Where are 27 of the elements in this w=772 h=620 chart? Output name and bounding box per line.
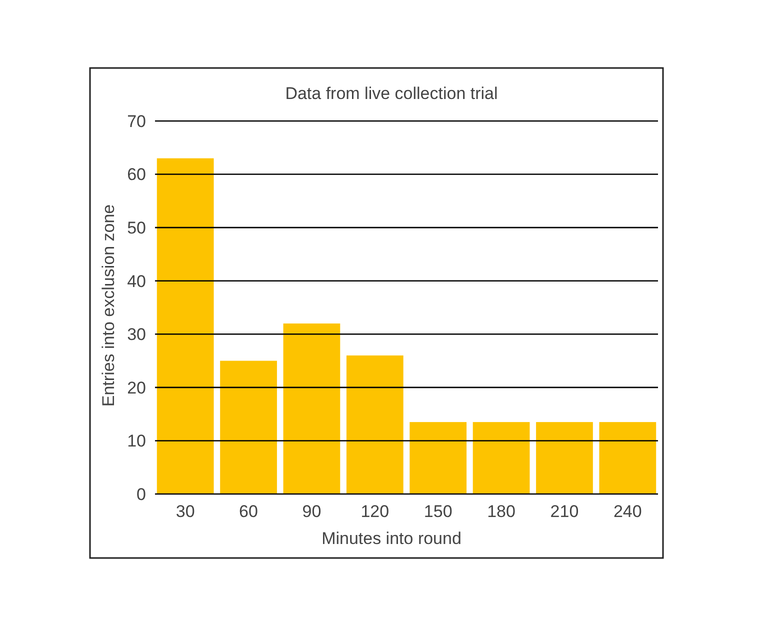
y-tick-label: 40 <box>127 272 146 291</box>
chart-title: Data from live collection trial <box>285 84 498 103</box>
x-tick-label: 120 <box>360 502 390 521</box>
y-axis-title: Entries into exclusion zone <box>99 204 118 407</box>
y-tick-label: 20 <box>127 378 146 398</box>
y-tick-label: 10 <box>127 432 146 451</box>
bar <box>472 422 530 494</box>
x-axis-title: Minutes into round <box>322 529 462 548</box>
y-tick-label: 0 <box>136 484 146 504</box>
y-tick-label: 50 <box>127 218 146 238</box>
x-tick-label: 60 <box>239 502 258 521</box>
x-tick-label: 210 <box>550 502 579 521</box>
bar <box>536 422 593 494</box>
x-tick-label: 90 <box>302 502 322 521</box>
y-tick-label: 60 <box>127 165 146 184</box>
x-tick-label: 30 <box>176 502 195 521</box>
y-tick-label: 70 <box>127 112 146 131</box>
x-tick-label: 180 <box>487 502 516 521</box>
x-tick-label: 240 <box>613 502 642 521</box>
bar <box>283 323 340 494</box>
y-tick-label: 30 <box>127 325 146 344</box>
bar <box>156 158 214 494</box>
bar <box>346 355 404 494</box>
bar <box>220 360 277 494</box>
x-tick-label: 150 <box>424 502 452 521</box>
bar <box>599 422 656 494</box>
bar <box>410 422 467 494</box>
